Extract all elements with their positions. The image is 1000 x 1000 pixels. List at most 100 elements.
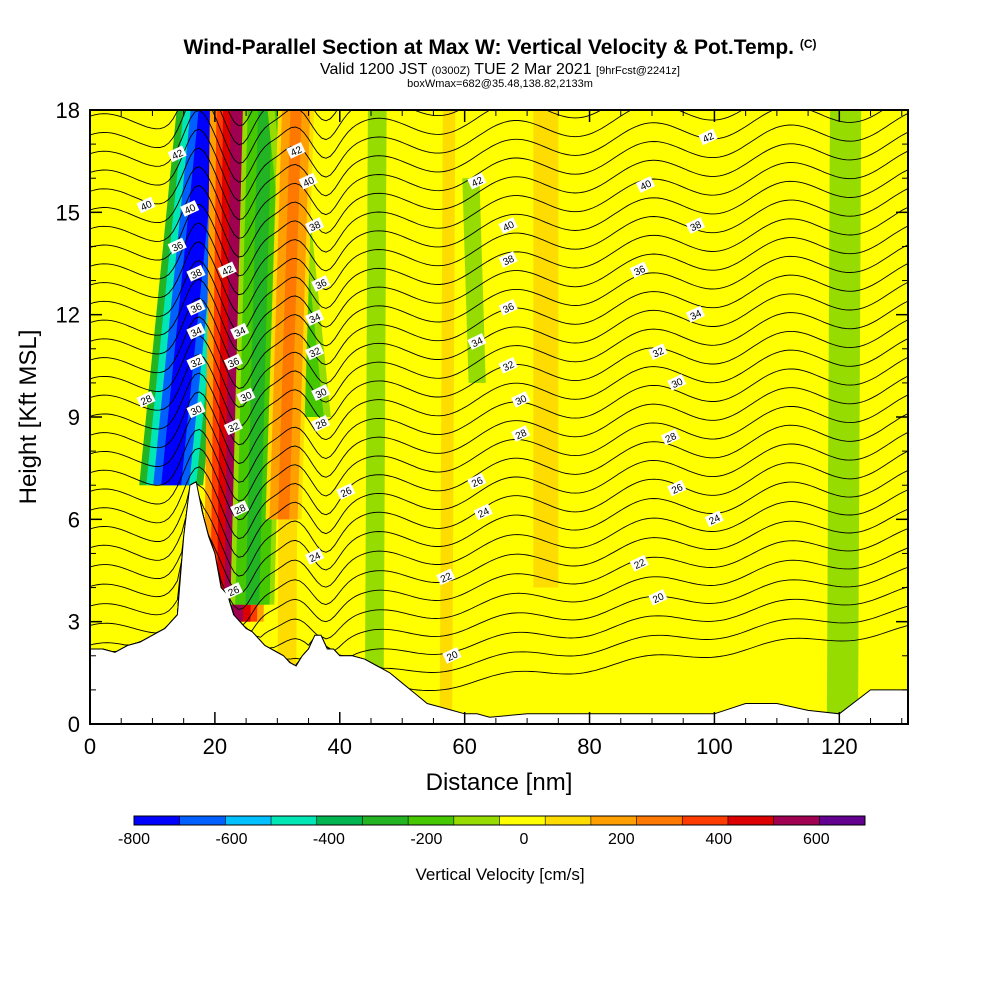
theta-label-text: 34 [189, 325, 204, 340]
theta-label-text: 26 [227, 584, 242, 599]
theta-label: 40 [298, 172, 318, 190]
theta-label-text: 30 [239, 390, 254, 405]
colorbar-swatch [179, 816, 226, 825]
velocity-strip [564, 110, 587, 724]
y-tick-label: 0 [68, 712, 80, 737]
copyright-tag: (C) [799, 37, 817, 51]
theta-label: 32 [223, 418, 243, 436]
theta-label-bg [442, 646, 462, 664]
theta-label-bg [223, 418, 243, 436]
theta-label-text: 36 [170, 240, 185, 255]
velocity-strip [364, 110, 387, 724]
colorbar-swatch [362, 816, 409, 825]
theta-label-text: 28 [514, 427, 529, 442]
theta-label: 40 [635, 176, 656, 193]
theta-label: 24 [305, 548, 325, 565]
theta-label-text: 38 [501, 253, 516, 268]
theta-label: 42 [698, 128, 718, 146]
theta-label: 34 [685, 305, 706, 323]
theta-contour-labels: 20 22 24 26 28 30 32 34 36 38 40 42 40 42 36 42 40 38 36 34… [136, 128, 724, 664]
theta-label: 36 [167, 237, 187, 255]
y-tick-label: 12 [56, 303, 80, 328]
theta-label-bg [186, 322, 206, 340]
theta-label-bg [635, 176, 656, 193]
valid-date: TUE 2 Mar 2021 [474, 61, 592, 78]
theta-label-text: 30 [514, 393, 529, 408]
x-tick-label: 100 [696, 734, 733, 759]
velocity-strip [114, 110, 144, 724]
theta-contour [90, 110, 461, 164]
theta-label-bg [223, 353, 243, 371]
theta-label-bg [436, 568, 456, 586]
theta-label-bg [136, 196, 156, 214]
theta-label-text: 42 [701, 131, 716, 146]
theta-label-text: 42 [220, 264, 235, 279]
theta-label-bg [629, 554, 649, 572]
theta-label: 42 [467, 172, 487, 190]
theta-label-text: 32 [308, 346, 323, 361]
theta-contour [90, 207, 908, 333]
velocity-strip [783, 110, 799, 724]
theta-label: 32 [648, 343, 668, 361]
valid-zulu: (0300Z) [431, 65, 471, 77]
theta-label-bg [286, 142, 306, 159]
theta-label: 42 [217, 261, 237, 279]
theta-label-text: 26 [470, 475, 485, 490]
theta-label-bg [660, 428, 681, 446]
theta-contour [90, 225, 908, 352]
theta-label-text: 42 [289, 144, 304, 159]
theta-contour [90, 244, 908, 371]
theta-label-bg [223, 582, 243, 599]
theta-label-text: 34 [470, 335, 485, 350]
theta-contour [90, 188, 908, 314]
theta-label-text: 24 [707, 513, 722, 528]
theta-label: 30 [311, 384, 331, 401]
theta-label: 32 [498, 356, 518, 374]
theta-label: 42 [286, 142, 306, 159]
colorbar-swatch [408, 816, 455, 825]
colorbar-swatch [819, 816, 866, 825]
colorbar-swatch [636, 816, 683, 825]
theta-label-bg [511, 425, 531, 443]
theta-label-text: 38 [689, 219, 704, 234]
theta-contour [90, 110, 744, 202]
theta-contour [90, 357, 908, 483]
theta-label-text: 28 [664, 431, 679, 446]
chart-title-text: Wind-Parallel Section at Max W: Vertical… [183, 36, 794, 59]
theta-label-bg [648, 588, 668, 606]
theta-label-bg [467, 472, 487, 490]
x-tick-label: 60 [452, 734, 476, 759]
theta-label-text: 34 [689, 308, 704, 323]
theta-label: 26 [336, 483, 356, 500]
colorbar-swatch [499, 816, 546, 825]
theta-label: 28 [311, 414, 331, 432]
colorbar-swatch [590, 816, 638, 825]
theta-label-bg [685, 305, 706, 323]
theta-label-bg [186, 264, 206, 282]
theta-label: 40 [498, 217, 518, 234]
theta-label-text: 40 [639, 178, 654, 193]
theta-label-bg [180, 200, 200, 217]
theta-label: 36 [629, 261, 649, 279]
theta-label: 38 [685, 217, 706, 234]
theta-label-text: 40 [139, 199, 154, 214]
velocity-band [467, 178, 481, 383]
theta-label: 40 [136, 196, 156, 214]
theta-label-bg [298, 172, 318, 190]
theta-label-bg [136, 391, 156, 408]
theta-label-bg [648, 343, 668, 361]
theta-contour [90, 150, 908, 277]
chart-subtitle: Valid 1200 JST (0300Z) TUE 2 Mar 2021 [9… [0, 61, 1000, 79]
theta-label-bg [186, 353, 206, 371]
chart-title: Wind-Parallel Section at Max W: Vertical… [0, 36, 1000, 60]
theta-label-bg [230, 500, 250, 518]
theta-label-text: 24 [476, 506, 491, 521]
theta-label: 36 [311, 275, 331, 292]
theta-contour [90, 338, 908, 464]
colorbar-tick-label: -200 [410, 831, 442, 848]
theta-label: 30 [511, 391, 531, 408]
valid-time: Valid 1200 JST [320, 61, 428, 78]
theta-label: 22 [436, 568, 456, 586]
theta-label-text: 36 [501, 301, 516, 316]
